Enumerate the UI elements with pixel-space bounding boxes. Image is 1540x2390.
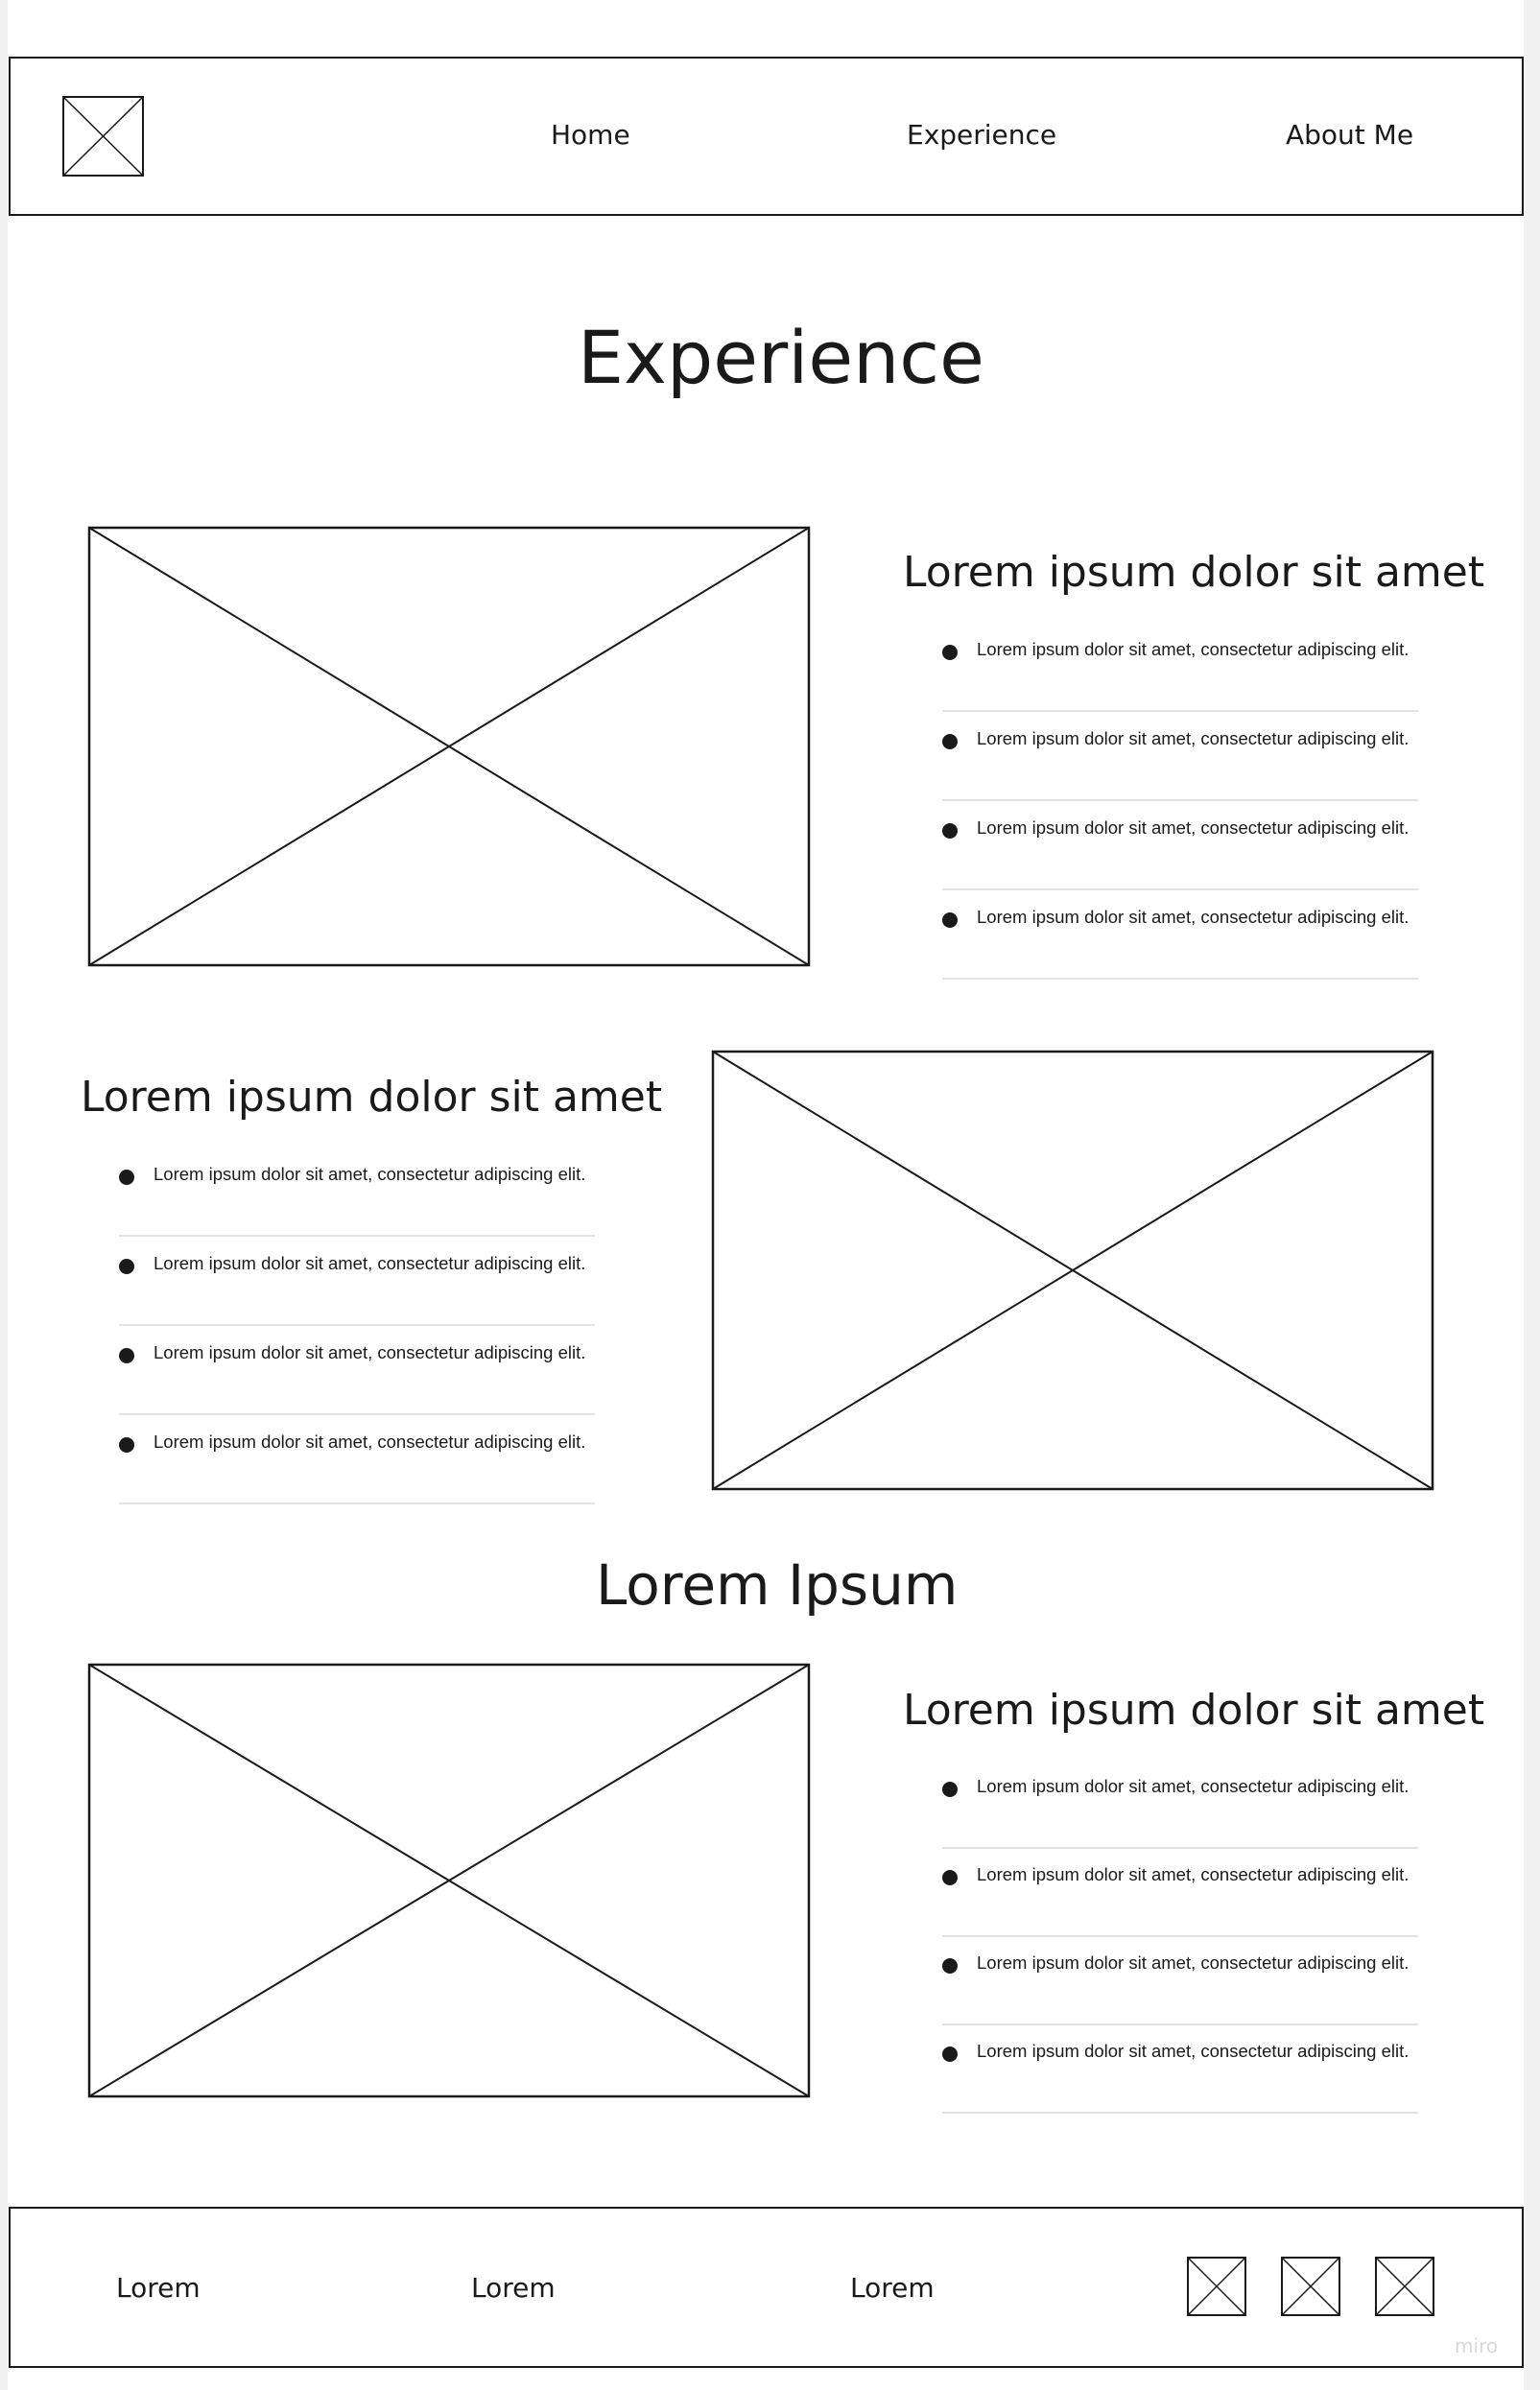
nav-about-me[interactable]: About Me bbox=[1286, 119, 1414, 151]
list-item-text: Lorem ipsum dolor sit amet, consectetur … bbox=[977, 639, 1410, 659]
bullet-icon bbox=[119, 1170, 134, 1185]
bullet-icon bbox=[942, 2047, 958, 2062]
bullet-list: Lorem ipsum dolor sit amet, consectetur … bbox=[119, 1148, 595, 1504]
list-item: Lorem ipsum dolor sit amet, consectetur … bbox=[942, 1761, 1418, 1849]
list-item-text: Lorem ipsum dolor sit amet, consectetur … bbox=[154, 1432, 586, 1452]
bullet-icon bbox=[942, 734, 958, 749]
list-item-text: Lorem ipsum dolor sit amet, consectetur … bbox=[154, 1253, 586, 1273]
nav-experience[interactable]: Experience bbox=[907, 119, 1057, 151]
image-placeholder bbox=[87, 1663, 811, 2098]
footer-link[interactable]: Lorem bbox=[471, 2272, 556, 2304]
bullet-icon bbox=[119, 1437, 134, 1453]
footer bbox=[9, 2207, 1524, 2368]
list-item-text: Lorem ipsum dolor sit amet, consectetur … bbox=[154, 1164, 586, 1184]
section-title: Lorem Ipsum bbox=[596, 1552, 959, 1618]
bullet-list: Lorem ipsum dolor sit amet, consectetur … bbox=[942, 1761, 1418, 2114]
list-item-text: Lorem ipsum dolor sit amet, consectetur … bbox=[977, 1864, 1410, 1884]
bullet-icon bbox=[942, 1870, 958, 1885]
footer-link[interactable]: Lorem bbox=[116, 2272, 201, 2304]
social-placeholder-icon[interactable] bbox=[1281, 2257, 1340, 2316]
list-item: Lorem ipsum dolor sit amet, consectetur … bbox=[119, 1148, 595, 1237]
nav-home[interactable]: Home bbox=[551, 119, 630, 151]
list-item-text: Lorem ipsum dolor sit amet, consectetur … bbox=[977, 728, 1410, 748]
bullet-icon bbox=[119, 1348, 134, 1363]
section-heading: Lorem ipsum dolor sit amet bbox=[903, 1686, 1485, 1735]
list-item: Lorem ipsum dolor sit amet, consectetur … bbox=[942, 802, 1418, 890]
list-item-text: Lorem ipsum dolor sit amet, consectetur … bbox=[977, 2041, 1410, 2061]
list-item: Lorem ipsum dolor sit amet, consectetur … bbox=[942, 1937, 1418, 2025]
list-item: Lorem ipsum dolor sit amet, consectetur … bbox=[942, 2025, 1418, 2114]
list-item: Lorem ipsum dolor sit amet, consectetur … bbox=[942, 1849, 1418, 1937]
section-heading: Lorem ipsum dolor sit amet bbox=[81, 1073, 663, 1122]
list-item: Lorem ipsum dolor sit amet, consectetur … bbox=[119, 1238, 595, 1326]
image-placeholder bbox=[711, 1050, 1434, 1491]
social-placeholder-icon[interactable] bbox=[1187, 2257, 1246, 2316]
list-item-text: Lorem ipsum dolor sit amet, consectetur … bbox=[977, 907, 1410, 927]
logo-placeholder-icon[interactable] bbox=[62, 96, 144, 177]
list-item: Lorem ipsum dolor sit amet, consectetur … bbox=[942, 713, 1418, 801]
list-item: Lorem ipsum dolor sit amet, consectetur … bbox=[119, 1416, 595, 1504]
list-item-text: Lorem ipsum dolor sit amet, consectetur … bbox=[977, 1952, 1410, 1973]
list-item: Lorem ipsum dolor sit amet, consectetur … bbox=[942, 891, 1418, 980]
page: Home Experience About Me Experience Lore… bbox=[8, 0, 1524, 2390]
bullet-icon bbox=[942, 1782, 958, 1797]
page-title: Experience bbox=[578, 315, 984, 400]
bullet-icon bbox=[942, 1958, 958, 1974]
social-placeholder-icon[interactable] bbox=[1375, 2257, 1434, 2316]
bullet-icon bbox=[942, 645, 958, 660]
list-item-text: Lorem ipsum dolor sit amet, consectetur … bbox=[977, 1776, 1410, 1796]
bullet-icon bbox=[942, 823, 958, 839]
section-heading: Lorem ipsum dolor sit amet bbox=[903, 548, 1485, 597]
list-item: Lorem ipsum dolor sit amet, consectetur … bbox=[119, 1327, 595, 1415]
list-item-text: Lorem ipsum dolor sit amet, consectetur … bbox=[154, 1342, 586, 1362]
header bbox=[9, 57, 1524, 216]
watermark: miro bbox=[1455, 2334, 1499, 2357]
bullet-list: Lorem ipsum dolor sit amet, consectetur … bbox=[942, 624, 1418, 980]
list-item-text: Lorem ipsum dolor sit amet, consectetur … bbox=[977, 817, 1410, 838]
image-placeholder bbox=[87, 526, 811, 967]
list-item: Lorem ipsum dolor sit amet, consectetur … bbox=[942, 624, 1418, 712]
footer-link[interactable]: Lorem bbox=[850, 2272, 935, 2304]
bullet-icon bbox=[119, 1259, 134, 1274]
bullet-icon bbox=[942, 912, 958, 928]
